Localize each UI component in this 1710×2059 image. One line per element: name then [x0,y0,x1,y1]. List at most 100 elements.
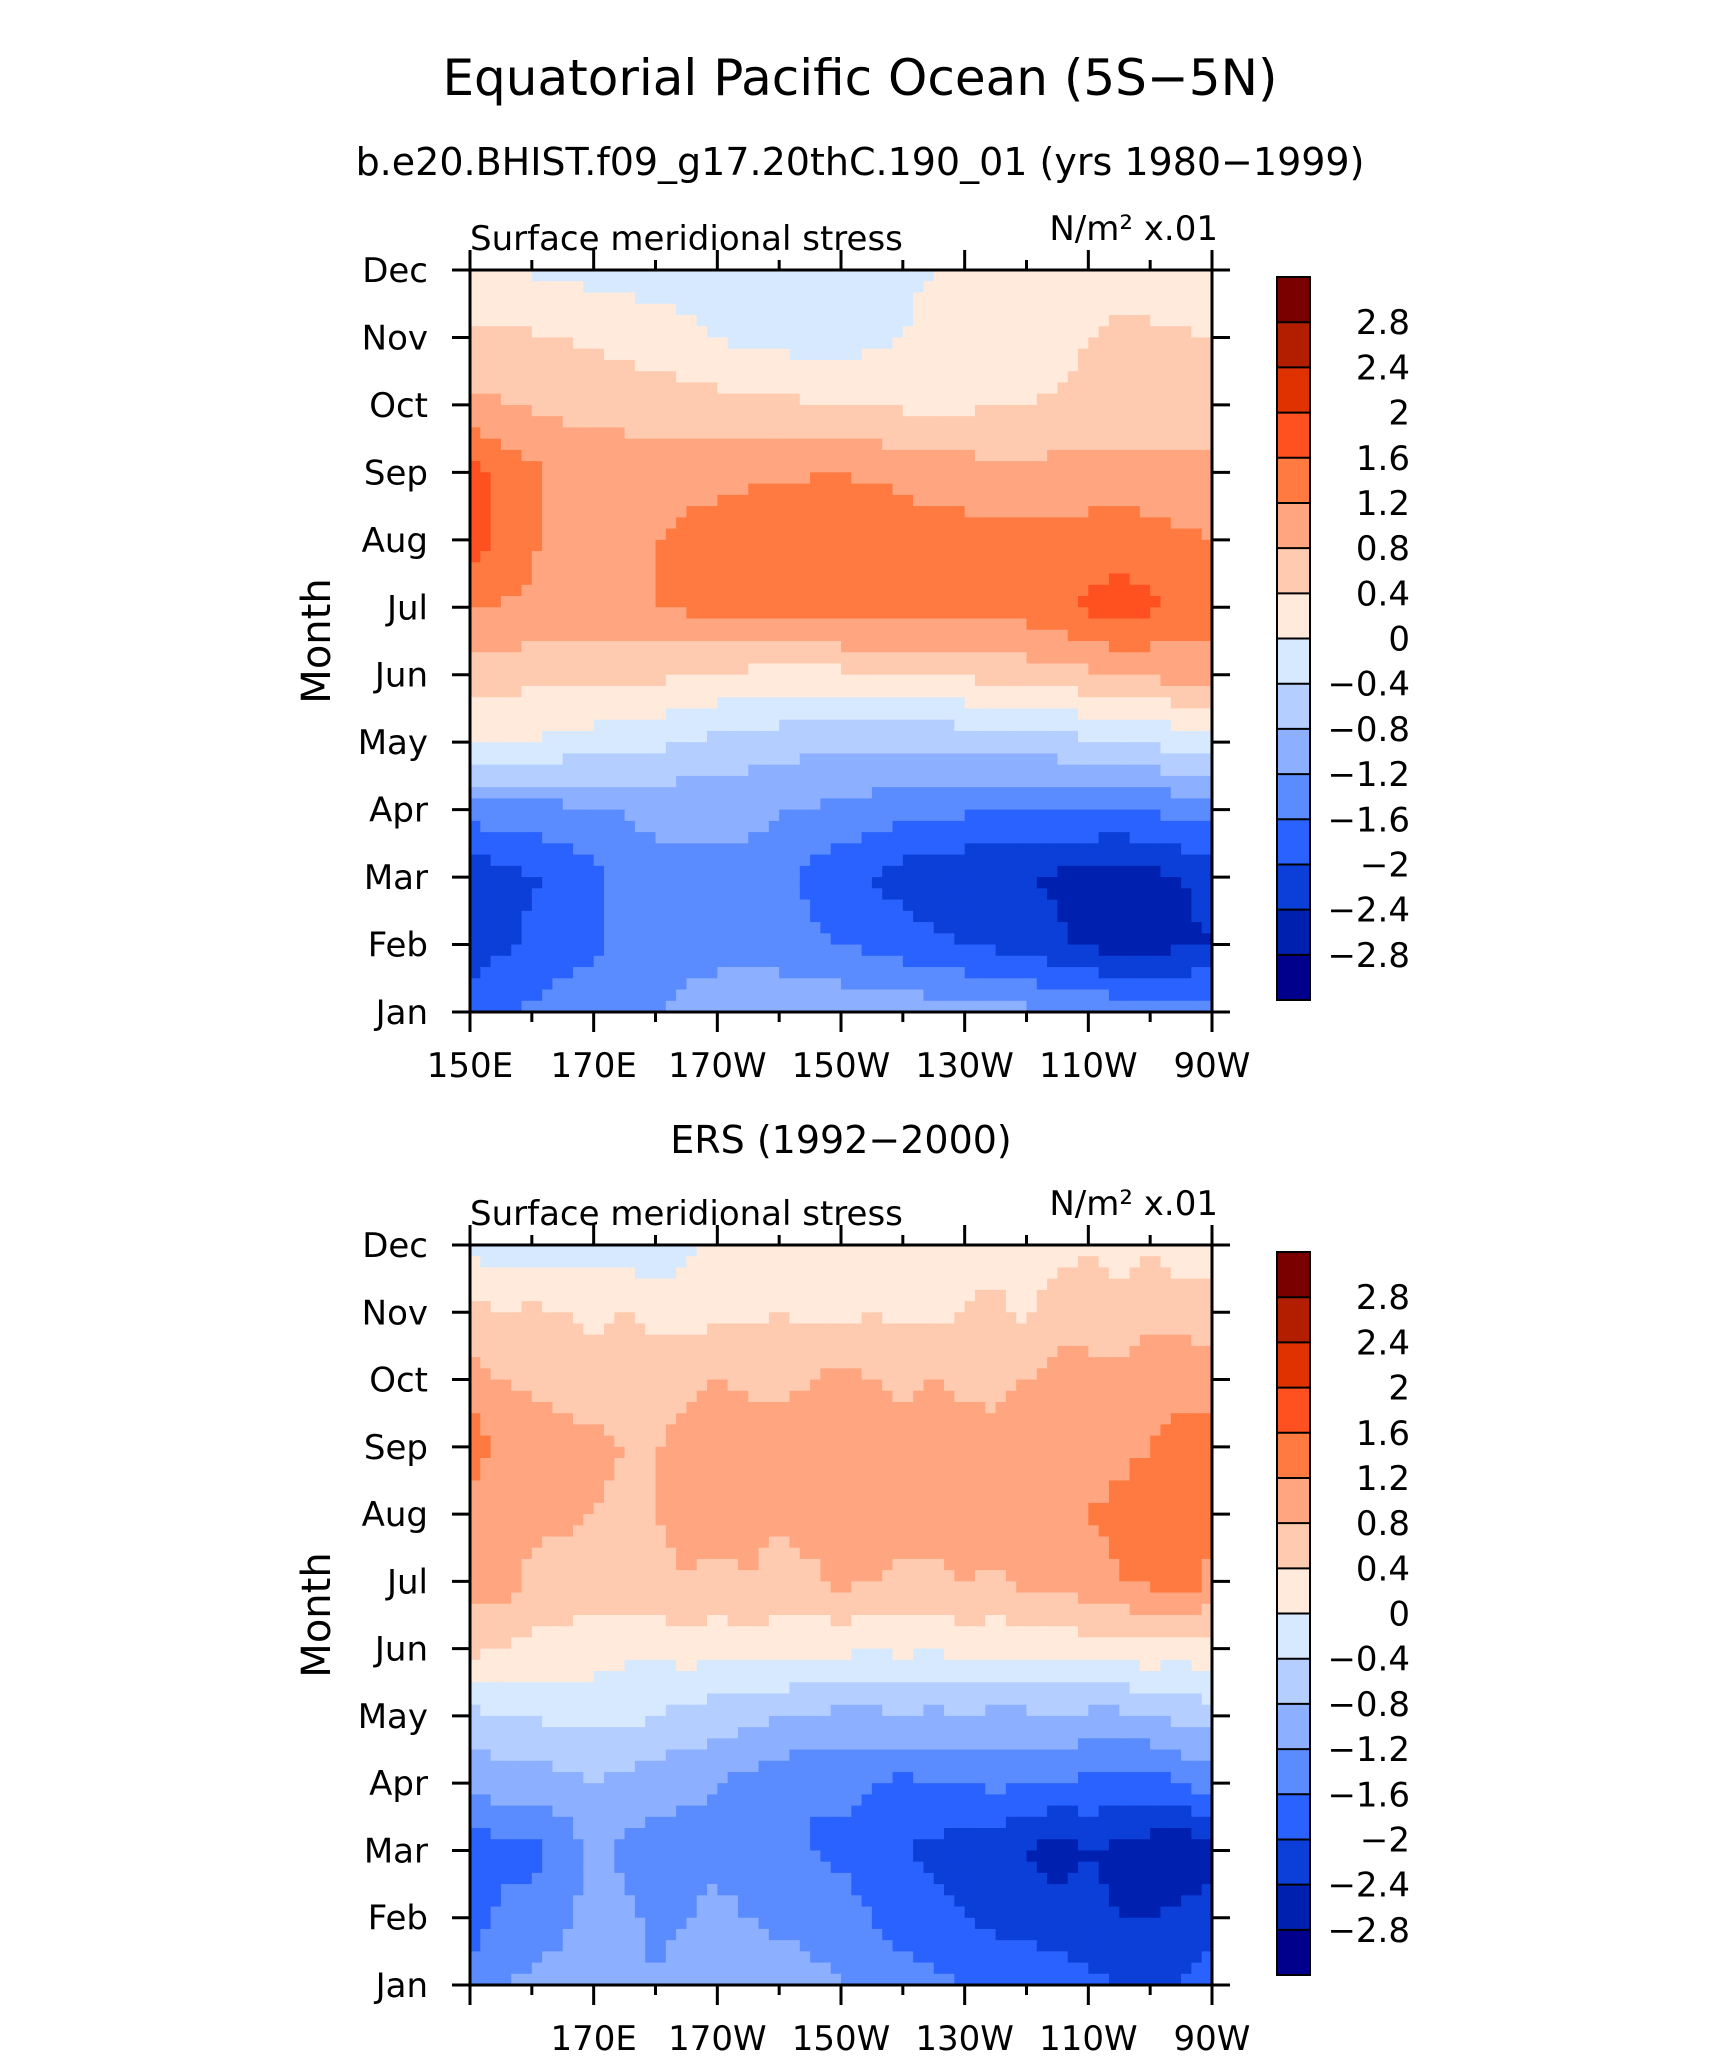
heatmap-cell [562,303,574,316]
colorbar-label: 2 [1388,394,1410,434]
heatmap-cell [717,1245,729,1257]
heatmap-cell [521,270,533,282]
heatmap-cell [1191,809,1203,822]
heatmap-cell [758,1000,770,1013]
heatmap-cell [573,404,584,417]
heatmap-cell [902,584,914,597]
heatmap-cell [573,775,584,788]
heatmap-cell [1036,652,1048,665]
heatmap-cell [614,877,626,889]
heatmap-cell [1016,573,1028,586]
heatmap-cell [500,382,512,395]
heatmap-cell [1036,674,1048,687]
heatmap-cell [985,663,997,676]
heatmap-cell [665,775,677,788]
heatmap-cell [871,483,883,496]
heatmap-cell [841,967,852,979]
heatmap-cell [707,685,718,698]
heatmap-cell [645,742,657,755]
heatmap-cell [521,1245,533,1257]
heatmap-cell [882,573,894,586]
heatmap-cell [748,506,760,518]
heatmap-cell [871,427,883,440]
heatmap-cell [511,832,523,844]
heatmap-cell [758,449,770,462]
heatmap-cell [665,314,677,327]
heatmap-cell [707,494,718,507]
heatmap-cell [655,438,667,451]
heatmap-cell [789,888,801,901]
heatmap-cell [727,685,739,698]
heatmap-cell [737,461,749,473]
heatmap-cell [799,820,811,833]
heatmap-cell [1036,584,1048,597]
heatmap-cell [748,910,760,923]
heatmap-cell [583,685,595,698]
heatmap-cell [573,933,584,946]
heatmap-cell [1108,978,1120,991]
heatmap-cell [717,1256,729,1269]
heatmap-cell [1119,955,1131,968]
heatmap-cell [1191,865,1203,878]
heatmap-cell [768,528,780,541]
heatmap-cell [768,944,780,957]
heatmap-cell [882,1245,894,1257]
heatmap-cell [1047,438,1059,451]
heatmap-cell [820,607,832,620]
heatmap-cell [480,910,492,923]
heatmap-cell [707,730,718,743]
heatmap-cell [645,517,657,530]
heatmap-cell [1181,854,1192,867]
heatmap-cell [871,843,883,856]
heatmap-cell [696,270,708,282]
heatmap-cell [1170,528,1182,541]
heatmap-cell [552,551,564,563]
heatmap-cell [1036,663,1048,676]
heatmap-cell [480,483,492,496]
heatmap-cell [841,730,852,743]
heatmap-cell [913,719,925,732]
heatmap-cell [892,641,904,653]
heatmap-cell [603,989,615,1002]
heatmap-cell [542,955,554,968]
heatmap-cell [1005,506,1017,518]
heatmap-cell [531,730,543,743]
heatmap-cell [1047,596,1059,608]
heatmap-cell [531,978,543,991]
heatmap-cell [696,539,708,552]
heatmap-cell [1170,494,1182,507]
heatmap-cell [470,506,481,518]
heatmap-cell [676,865,688,878]
heatmap-cell [913,337,925,350]
heatmap-cell [707,337,718,350]
heatmap-cell [1191,753,1203,766]
heatmap-cell [717,303,729,316]
heatmap-cell [1078,685,1089,698]
heatmap-cell [944,449,955,462]
heatmap-cell [717,820,729,833]
heatmap-cell [470,371,481,384]
heatmap-cell [974,674,986,687]
heatmap-cell [562,933,574,946]
heatmap-cell [480,775,492,788]
heatmap-cell [542,820,554,833]
heatmap-cell [974,820,986,833]
heatmap-cell [1108,539,1120,552]
heatmap-cell [1181,371,1192,384]
heatmap-cell [830,708,842,721]
heatmap-cell [531,809,543,822]
heatmap-cell [614,303,626,316]
heatmap-cell [758,798,770,811]
heatmap-cell [1160,427,1172,440]
heatmap-cell [696,832,708,844]
heatmap-cell [1139,753,1151,766]
heatmap-cell [1016,787,1028,799]
heatmap-cell [1005,719,1017,732]
heatmap-cell [974,978,986,991]
heatmap-cell [655,292,667,305]
heatmap-cell [1067,404,1079,417]
heatmap-cell [933,573,945,586]
heatmap-cell [1119,517,1131,530]
heatmap-cell [1088,326,1100,339]
heatmap-cell [1036,955,1048,968]
